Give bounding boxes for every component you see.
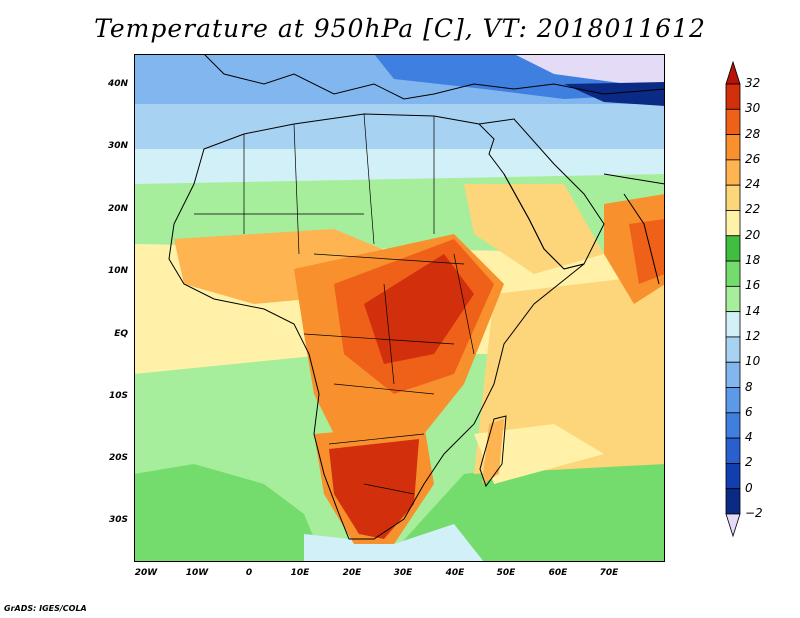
x-tick-label: 0 xyxy=(245,568,253,578)
field-south-green xyxy=(134,464,324,562)
y-tick-label: 30S xyxy=(108,515,128,525)
colorbar-segment xyxy=(725,108,741,135)
colorbar-label: 30 xyxy=(745,101,761,116)
colorbar-segment xyxy=(725,285,741,313)
colorbar-segment xyxy=(725,210,741,237)
y-tick-label: 10N xyxy=(107,266,128,276)
colorbar-label: 0 xyxy=(745,480,753,495)
field-southern-africa-red xyxy=(329,439,419,539)
colorbar-segment xyxy=(725,336,741,363)
arabia-coastline xyxy=(478,118,605,270)
colorbar-segment xyxy=(725,387,741,414)
y-tick-label: 40N xyxy=(107,79,128,89)
x-tick-label: 40E xyxy=(445,568,465,578)
y-tick-label: 20S xyxy=(108,453,128,463)
colorbar-label: 14 xyxy=(745,303,761,318)
colorbar-segment xyxy=(725,83,741,110)
colorbar-upper-arrow xyxy=(725,60,741,85)
x-tick-label: 20W xyxy=(134,568,158,578)
x-tick-label: 50E xyxy=(496,568,516,578)
india-coastline xyxy=(603,173,665,285)
colorbar-label: 28 xyxy=(745,126,761,141)
colorbar-label: 8 xyxy=(745,379,753,394)
x-tick-label: 10E xyxy=(290,568,310,578)
colorbar-label: 18 xyxy=(745,253,761,268)
grads-credit: GrADS: IGES/COLA xyxy=(4,604,87,613)
field-core-hot xyxy=(364,254,474,364)
madagascar-coastline xyxy=(479,415,507,488)
x-tick-label: 20E xyxy=(342,568,362,578)
colorbar-segment xyxy=(725,311,741,338)
colorbar-segment xyxy=(725,361,741,388)
field-indian-ocean-warm xyxy=(474,274,665,474)
colorbar-segment xyxy=(725,463,741,490)
temperature-map xyxy=(134,54,665,562)
colorbar-segment xyxy=(725,235,741,262)
colorbar-label: 24 xyxy=(745,177,761,192)
colorbar-label: 2 xyxy=(745,455,753,470)
colorbar-segment xyxy=(725,184,741,211)
colorbar-segment xyxy=(725,488,741,515)
field-lavender-cold xyxy=(514,54,665,89)
colorbar-segment xyxy=(725,134,741,161)
field-south-cyan xyxy=(304,524,484,562)
y-tick-label: 30N xyxy=(107,141,128,151)
africa-coastline xyxy=(168,113,585,540)
x-tick-label: 60E xyxy=(548,568,568,578)
field-madagascar-orange xyxy=(482,419,504,484)
y-tick-label: 10S xyxy=(108,391,128,401)
field-india-red xyxy=(629,219,665,284)
colorbar-label: 6 xyxy=(745,404,753,419)
x-tick-label: 10W xyxy=(185,568,209,578)
y-tick-label: 20N xyxy=(107,204,128,214)
x-tick-label: 30E xyxy=(393,568,413,578)
europe-coastline xyxy=(203,54,665,100)
colorbar-segment xyxy=(725,159,741,186)
colorbar-segment xyxy=(725,412,741,439)
y-tick-label: EQ xyxy=(114,329,128,339)
colorbar-label: 10 xyxy=(745,354,761,369)
colorbar-label: 26 xyxy=(745,151,761,166)
colorbar-label: 22 xyxy=(745,202,761,217)
field-indian-ocean-light xyxy=(474,424,604,484)
colorbar-segment xyxy=(725,437,741,464)
colorbar-label: 20 xyxy=(745,227,761,242)
colorbar-label: 16 xyxy=(745,278,761,293)
country-borders xyxy=(194,113,475,495)
colorbar-label: 12 xyxy=(745,328,761,343)
field-navy-cold xyxy=(564,82,665,106)
chart-title: Temperature at 950hPa [C], VT: 201801161… xyxy=(94,14,706,43)
colorbar xyxy=(725,60,741,538)
x-tick-label: 70E xyxy=(599,568,619,578)
colorbar-label: 4 xyxy=(745,430,753,445)
colorbar-segment xyxy=(725,260,741,287)
colorbar-lower-arrow xyxy=(725,513,741,538)
colorbar-label: −2 xyxy=(745,506,763,520)
colorbar-label: 32 xyxy=(745,76,761,90)
